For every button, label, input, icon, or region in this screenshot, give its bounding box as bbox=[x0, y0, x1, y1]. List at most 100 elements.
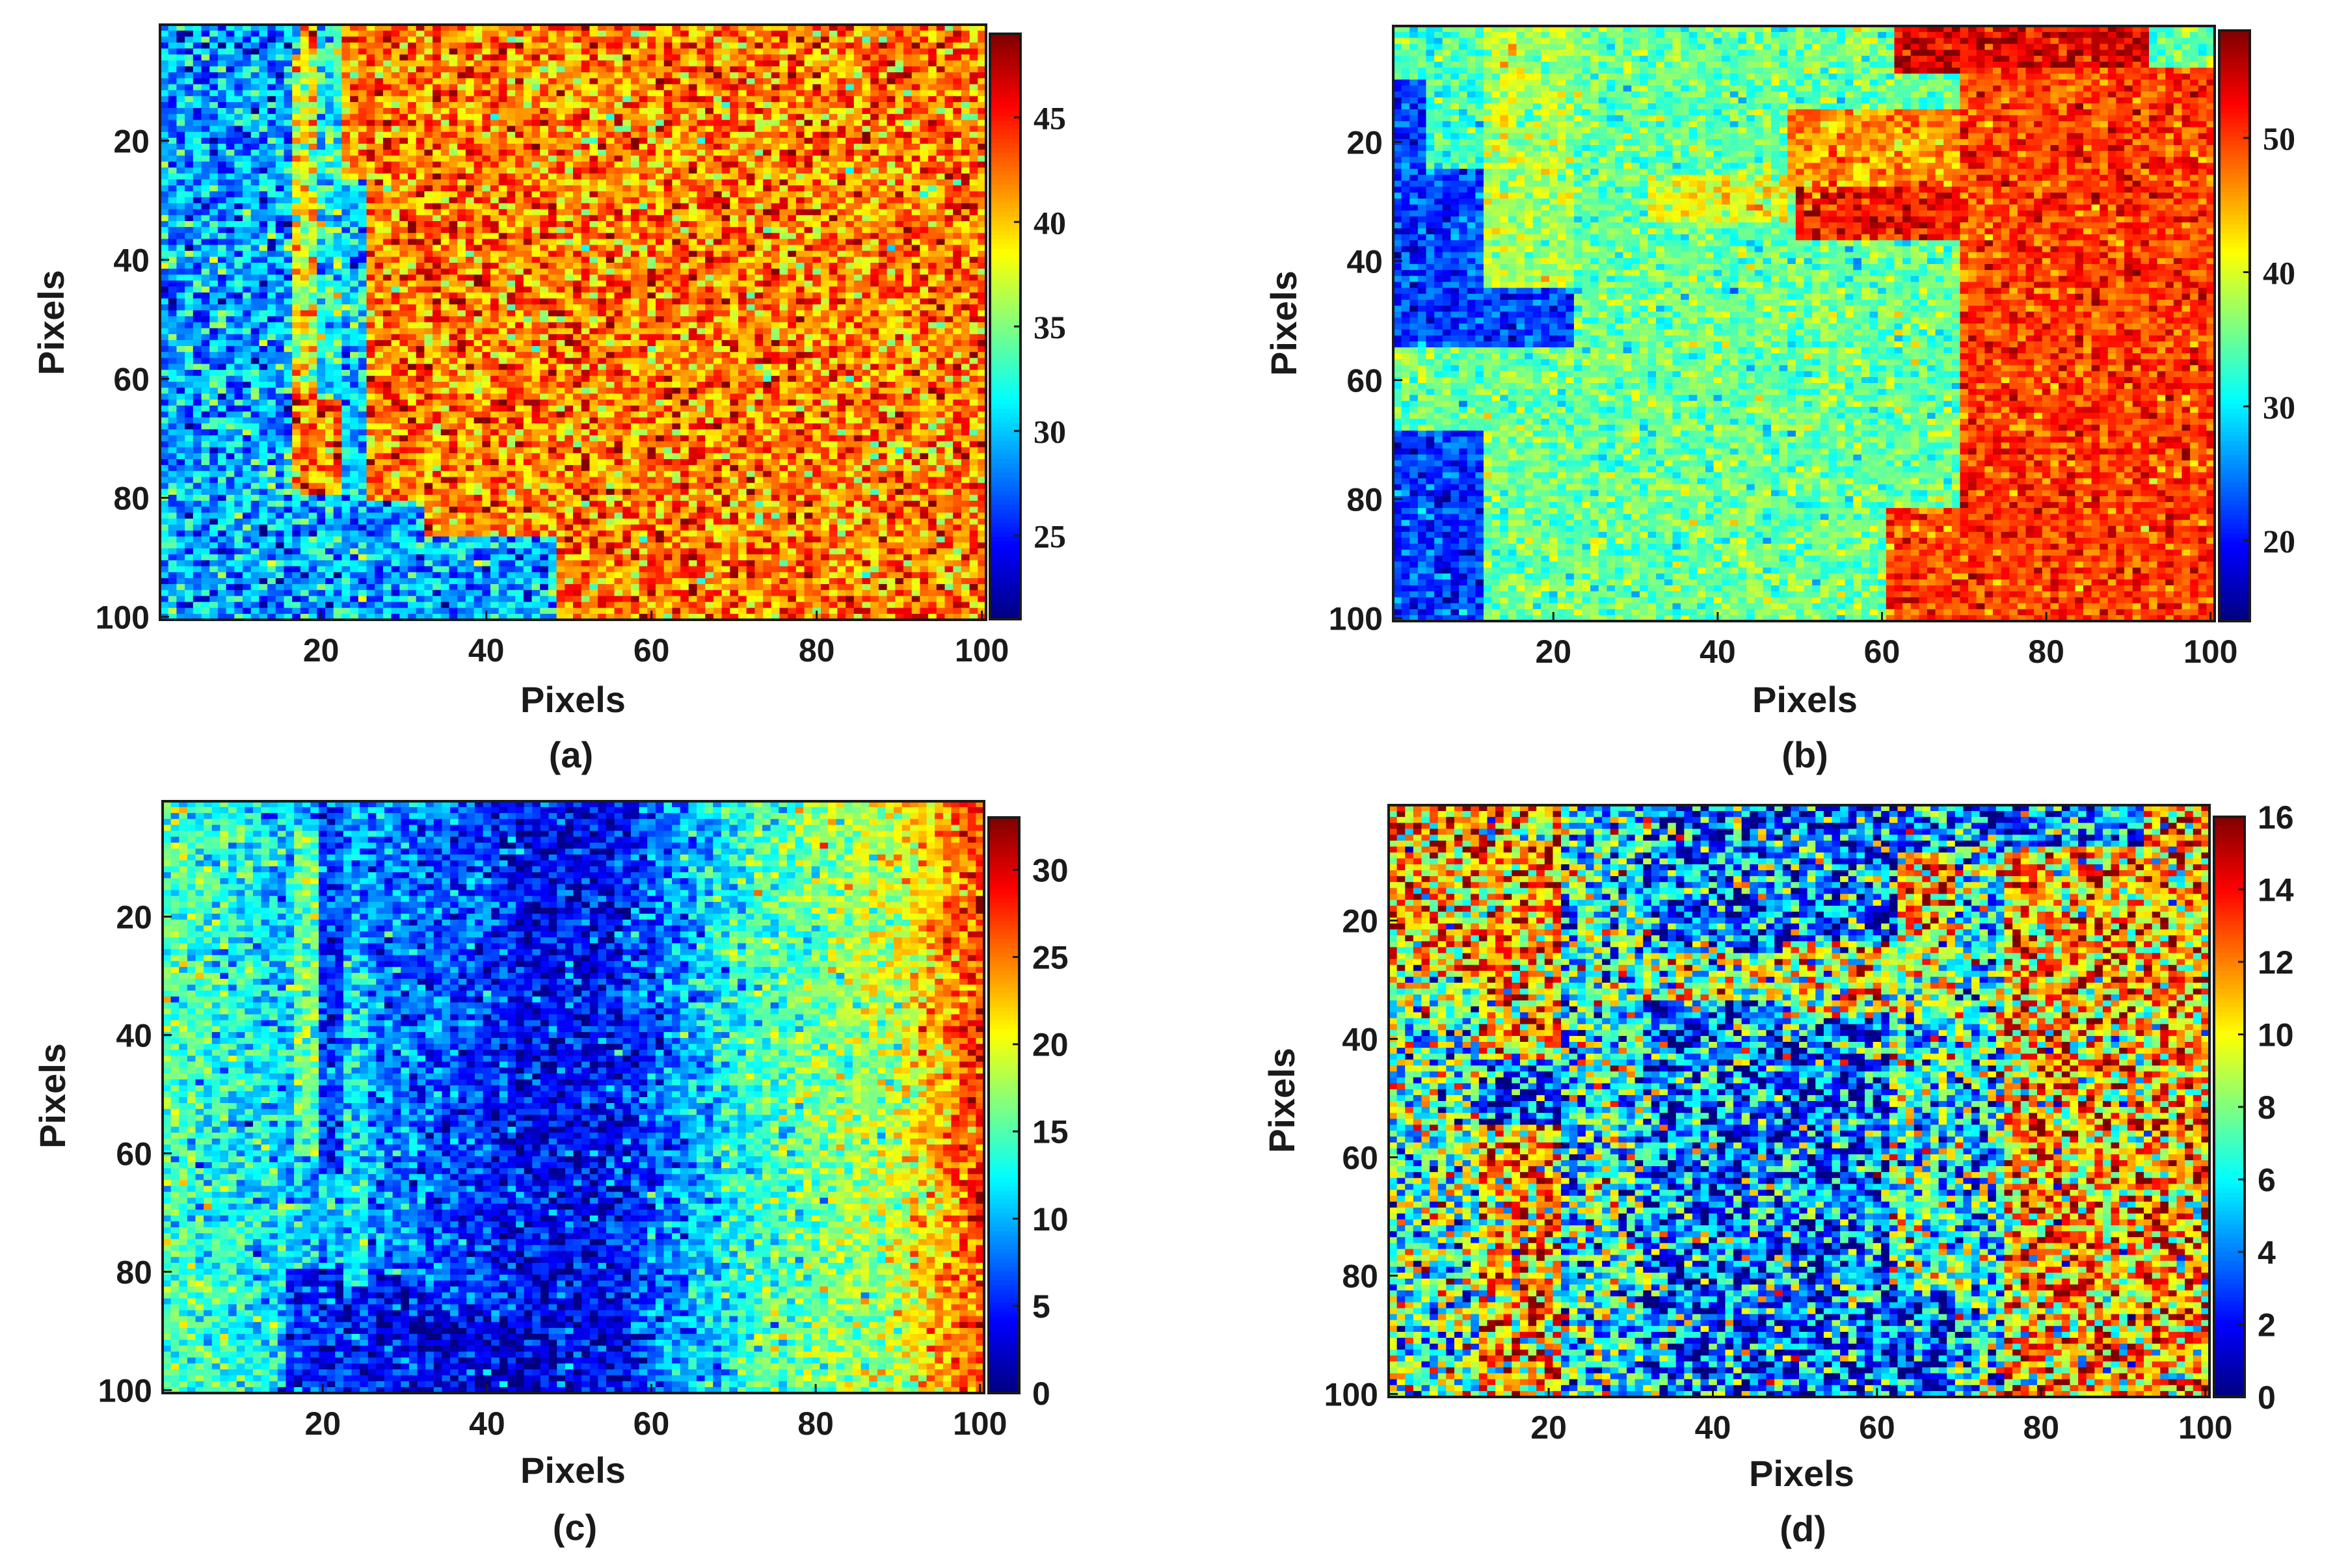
heatmap-cell bbox=[937, 120, 945, 126]
heatmap-cell bbox=[697, 36, 706, 43]
heatmap-cell bbox=[218, 36, 226, 43]
heatmap-cell bbox=[722, 138, 730, 144]
heatmap-cell bbox=[573, 150, 581, 156]
heatmap-cell bbox=[325, 132, 334, 139]
heatmap-cell bbox=[507, 150, 515, 156]
heatmap-cell bbox=[689, 36, 697, 43]
heatmap-cell bbox=[309, 102, 317, 109]
heatmap-cell bbox=[399, 102, 408, 109]
heatmap-cell bbox=[854, 108, 862, 114]
heatmap-cell bbox=[234, 85, 243, 91]
heatmap-cell bbox=[862, 96, 871, 103]
heatmap-cell bbox=[259, 138, 267, 144]
heatmap-cell bbox=[524, 78, 532, 85]
heatmap-cell bbox=[697, 126, 706, 133]
heatmap-cell bbox=[747, 150, 755, 156]
heatmap-cell bbox=[788, 120, 796, 126]
heatmap-cell bbox=[680, 120, 689, 126]
heatmap-cell bbox=[895, 108, 903, 114]
heatmap-cell bbox=[837, 31, 846, 37]
heatmap-cell bbox=[788, 102, 796, 109]
heatmap-cell bbox=[920, 102, 928, 109]
heatmap-cell bbox=[920, 126, 928, 133]
heatmap-cell bbox=[334, 114, 342, 120]
heatmap-cell bbox=[722, 132, 730, 139]
heatmap-cell bbox=[292, 49, 300, 55]
heatmap-cell bbox=[656, 42, 664, 49]
heatmap-cell bbox=[680, 49, 689, 55]
heatmap-cell bbox=[392, 108, 400, 114]
heatmap-cell bbox=[358, 155, 367, 162]
heatmap-cell bbox=[259, 36, 267, 43]
heatmap-cell bbox=[970, 120, 978, 126]
heatmap-cell bbox=[961, 60, 970, 67]
heatmap-cell bbox=[697, 132, 706, 139]
heatmap-cell bbox=[598, 55, 606, 61]
heatmap-cell bbox=[970, 96, 978, 103]
heatmap-cell bbox=[689, 150, 697, 156]
heatmap-cell bbox=[862, 85, 871, 91]
heatmap-cell bbox=[515, 132, 524, 139]
heatmap-cell bbox=[928, 72, 937, 79]
heatmap-cell bbox=[507, 126, 515, 133]
heatmap-cell bbox=[928, 36, 937, 43]
heatmap-cell bbox=[730, 36, 738, 43]
heatmap-cell bbox=[499, 120, 507, 126]
heatmap-cell bbox=[540, 155, 548, 162]
heatmap-cell bbox=[548, 36, 557, 43]
heatmap-cell bbox=[185, 108, 193, 114]
heatmap-cell bbox=[606, 114, 615, 120]
heatmap-cell bbox=[961, 66, 970, 73]
heatmap-cell bbox=[664, 120, 673, 126]
heatmap-cell bbox=[457, 144, 466, 150]
heatmap-cell bbox=[474, 60, 483, 67]
heatmap-cell bbox=[276, 114, 284, 120]
heatmap-cell bbox=[507, 55, 515, 61]
heatmap-cell bbox=[754, 66, 763, 73]
heatmap-cell bbox=[928, 144, 937, 150]
heatmap-cell bbox=[697, 49, 706, 55]
heatmap-cell bbox=[738, 132, 747, 139]
heatmap-cell bbox=[441, 72, 449, 79]
heatmap-cell bbox=[961, 102, 970, 109]
heatmap-cell bbox=[565, 150, 573, 156]
heatmap-cell bbox=[705, 120, 714, 126]
heatmap-cell bbox=[218, 126, 226, 133]
heatmap-cell bbox=[953, 102, 961, 109]
heatmap-cell bbox=[606, 138, 615, 144]
heatmap-cell bbox=[490, 102, 499, 109]
heatmap-cell bbox=[334, 96, 342, 103]
heatmap-cell bbox=[482, 49, 490, 55]
heatmap-cell bbox=[738, 108, 747, 114]
heatmap-cell bbox=[309, 90, 317, 97]
heatmap-cell bbox=[903, 90, 912, 97]
heatmap-cell bbox=[441, 108, 449, 114]
heatmap-cell bbox=[656, 55, 664, 61]
heatmap-cell bbox=[589, 138, 598, 144]
heatmap-cell bbox=[300, 36, 309, 43]
heatmap-cell bbox=[788, 144, 796, 150]
heatmap-cell bbox=[482, 126, 490, 133]
heatmap-cell bbox=[209, 96, 218, 103]
heatmap-cell bbox=[474, 108, 483, 114]
heatmap-cell bbox=[441, 55, 449, 61]
heatmap-cell bbox=[680, 132, 689, 139]
heatmap-cell bbox=[631, 31, 639, 37]
heatmap-cell bbox=[945, 49, 954, 55]
heatmap-cell bbox=[796, 85, 805, 91]
heatmap-cell bbox=[466, 72, 474, 79]
heatmap-cell bbox=[805, 108, 813, 114]
heatmap-cell bbox=[805, 55, 813, 61]
heatmap-cell bbox=[903, 72, 912, 79]
heatmap-cell bbox=[680, 144, 689, 150]
heatmap-cell bbox=[672, 42, 680, 49]
heatmap-cell bbox=[788, 138, 796, 144]
heatmap-cell bbox=[309, 114, 317, 120]
heatmap-cell bbox=[226, 90, 235, 97]
heatmap-cell bbox=[292, 55, 300, 61]
heatmap-cell bbox=[598, 96, 606, 103]
heatmap-cell bbox=[185, 155, 193, 162]
heatmap-cell bbox=[895, 132, 903, 139]
heatmap-cell bbox=[499, 66, 507, 73]
heatmap-cell bbox=[631, 96, 639, 103]
